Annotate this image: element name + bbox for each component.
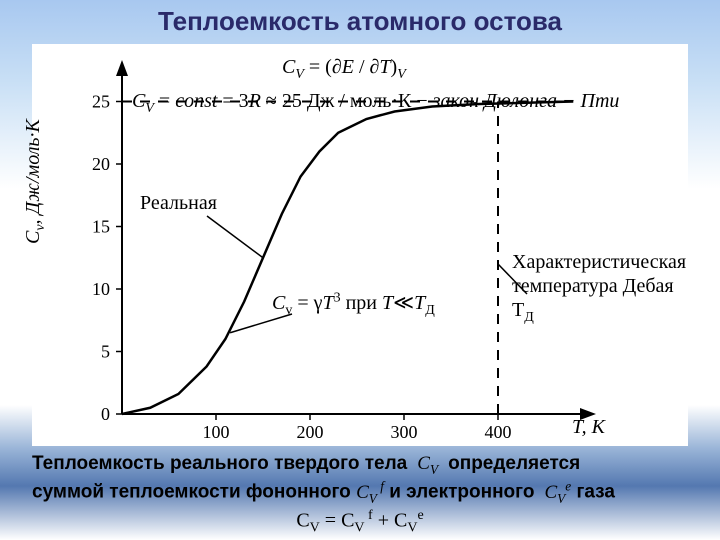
eq-dulong-petit: CV = const = 3R ≈ 25 Дж / моль·К − закон… bbox=[132, 90, 619, 117]
chart-container: 0510152025100200300400 Cv, Дж/моль·К T, … bbox=[32, 44, 688, 446]
y-axis-label: Cv, Дж/моль·К bbox=[22, 119, 49, 244]
svg-text:400: 400 bbox=[485, 422, 512, 442]
svg-text:20: 20 bbox=[92, 154, 110, 174]
svg-text:300: 300 bbox=[391, 422, 418, 442]
slide-title: Теплоемкость атомного остова bbox=[0, 6, 720, 37]
svg-text:100: 100 bbox=[203, 422, 230, 442]
final-equation: CV = CV f + CVe bbox=[0, 508, 720, 537]
cap-1a: Теплоемкость реального твердого тела bbox=[32, 453, 413, 474]
caption: Теплоемкость реального твердого тела CV … bbox=[32, 452, 688, 507]
x-axis-label: T, К bbox=[572, 416, 605, 439]
svg-text:200: 200 bbox=[297, 422, 324, 442]
annot-real: Реальная bbox=[140, 192, 217, 215]
debye-line-1: Характеристическая bbox=[512, 251, 686, 273]
eq-definition: CV = (∂E / ∂T)V bbox=[282, 56, 406, 83]
svg-text:15: 15 bbox=[92, 217, 110, 237]
cap-sym-cvf: CV f bbox=[356, 482, 384, 503]
eq-low-T: Cv = γT3 при T≪TД bbox=[272, 290, 435, 319]
svg-text:10: 10 bbox=[92, 279, 110, 299]
cap-2a: суммой теплоемкости фононного bbox=[32, 482, 356, 503]
cap-sym-cve: CVe bbox=[540, 482, 571, 503]
svg-text:0: 0 bbox=[101, 404, 110, 424]
slide-root: Теплоемкость атомного остова 0 5 10 15 20 25 1… bbox=[0, 0, 720, 540]
svg-text:5: 5 bbox=[101, 342, 110, 362]
cap-1b: определяется bbox=[448, 453, 580, 474]
annot-debye: Характеристическая температура Дебая TД bbox=[512, 250, 688, 327]
cap-2b: и электронного bbox=[389, 482, 534, 503]
debye-line-2: температура Дебая bbox=[512, 275, 674, 297]
svg-text:25: 25 bbox=[92, 92, 110, 112]
cap-sym-cv: CV bbox=[413, 453, 443, 474]
cap-2c: газа bbox=[576, 482, 614, 503]
